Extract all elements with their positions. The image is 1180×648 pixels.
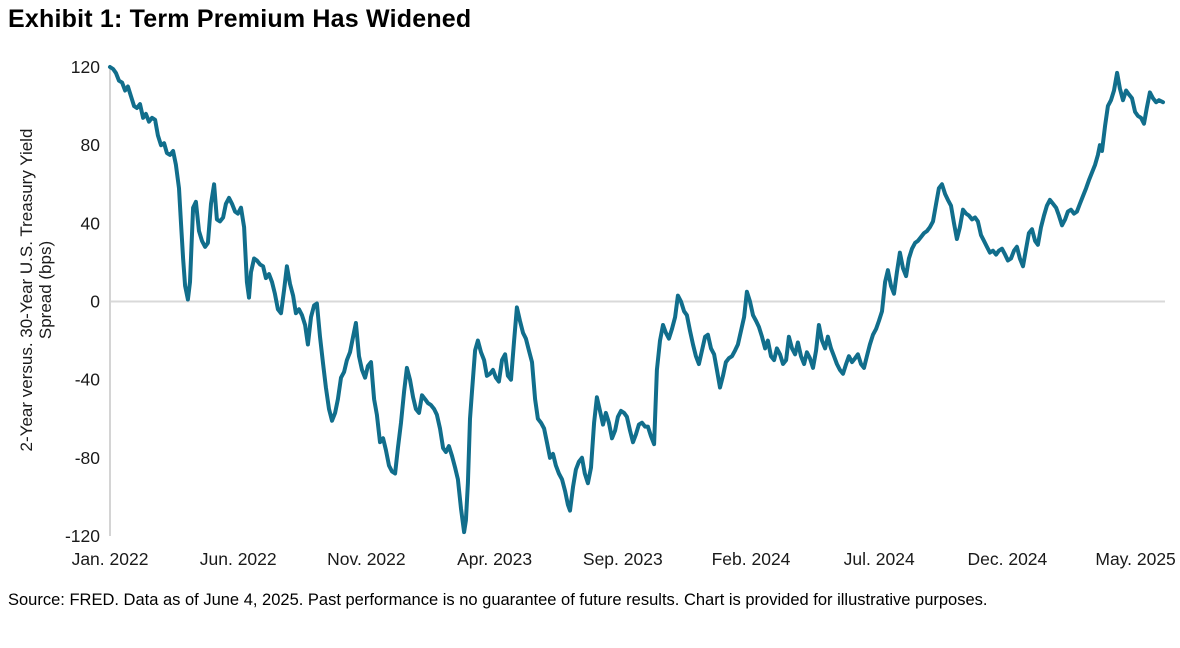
x-tick-label: Dec. 2024	[968, 549, 1048, 569]
x-tick-label: Sep. 2023	[583, 549, 663, 569]
y-tick-label: 0	[90, 292, 100, 312]
x-tick-label: Nov. 2022	[327, 549, 405, 569]
y-tick-label: -120	[65, 526, 100, 546]
x-tick-label: Jan. 2022	[72, 549, 149, 569]
y-tick-label: 80	[81, 135, 101, 155]
x-tick-label: Apr. 2023	[457, 549, 532, 569]
x-tick-label: Feb. 2024	[712, 549, 791, 569]
y-tick-label: -40	[75, 370, 101, 390]
term-premium-chart: 2-Year versus. 30-Year U.S. Treasury Yie…	[0, 45, 1180, 585]
plot-area: 120 80 40 0 -40 -80 -120 Jan. 2022 Jun. 2022 Nov.…	[65, 57, 1176, 569]
x-tick-label: Jun. 2022	[200, 549, 277, 569]
y-tick-label: 120	[71, 57, 100, 77]
y-tick-label: -80	[75, 448, 101, 468]
spread-line	[108, 65, 1165, 535]
x-tick-label: Jul. 2024	[844, 549, 915, 569]
source-note: Source: FRED. Data as of June 4, 2025. P…	[8, 591, 988, 609]
x-tick-label: May. 2025	[1095, 549, 1175, 569]
y-tick-label: 40	[81, 213, 101, 233]
page-title: Exhibit 1: Term Premium Has Widened	[8, 5, 472, 33]
